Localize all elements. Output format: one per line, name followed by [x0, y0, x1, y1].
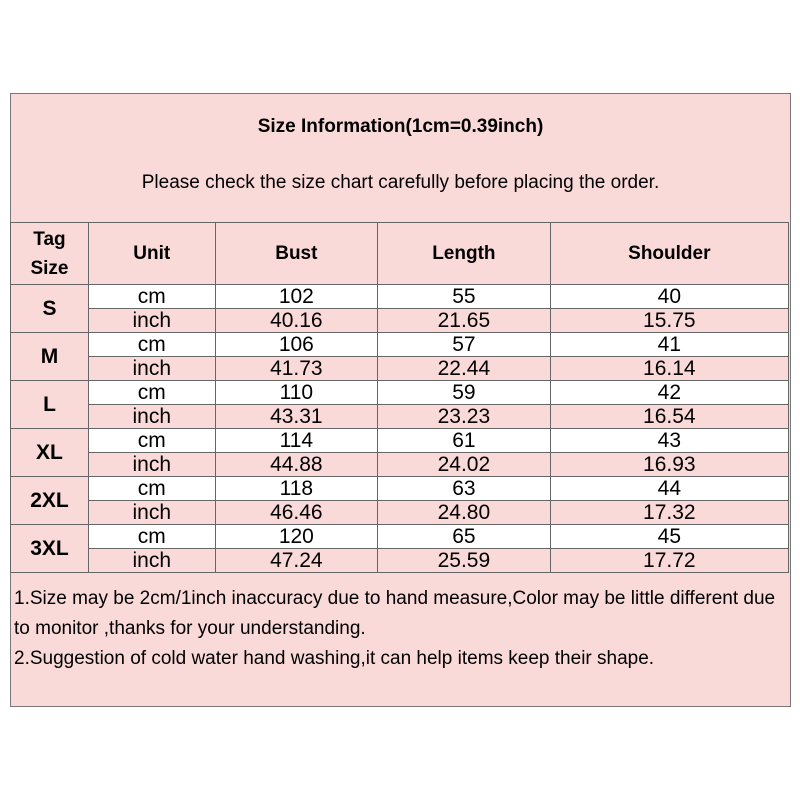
- cell: 114: [214, 428, 379, 453]
- tag-size: XL: [10, 428, 89, 477]
- attention-text: Attention:: [15, 568, 95, 577]
- cell: 61: [377, 428, 551, 453]
- notes: 1.Size may be 2cm/1inch inaccuracy due t…: [14, 584, 788, 674]
- data-row: inch 40.16 21.65 15.75: [11, 308, 790, 333]
- cell: 22.44: [377, 356, 551, 381]
- data-row: inch 41.73 22.44 16.14: [11, 356, 790, 381]
- cell: 63: [377, 476, 551, 501]
- title: Size Information(1cm=0.39inch): [257, 116, 544, 137]
- cell: 106: [214, 332, 379, 357]
- column-header: Length: [377, 222, 551, 285]
- cell: 16.54: [549, 404, 790, 429]
- header-row: Tag Size Unit Bust Length Shoulder: [10, 222, 790, 285]
- cell: 59: [377, 380, 551, 405]
- data-row: inch 44.88 24.02 16.93: [11, 452, 790, 477]
- cell: 15.75: [549, 308, 790, 333]
- cell: 46.46: [214, 500, 379, 525]
- cell: 57: [377, 332, 551, 357]
- cell: 17.32: [549, 500, 790, 525]
- cell: 40.16: [214, 308, 379, 333]
- unit: cm: [87, 284, 216, 309]
- tag-size: S: [10, 284, 89, 333]
- tag-size: 2XL: [10, 476, 89, 525]
- column-header: Tag Size: [10, 222, 89, 285]
- cell: 42: [549, 380, 790, 405]
- unit: cm: [87, 332, 216, 357]
- data-row: 2XL cm 118 63 44: [10, 476, 790, 525]
- data-row: inch 47.24 25.59 17.72: [11, 548, 790, 573]
- cell: 16.14: [549, 356, 790, 381]
- data-row: inch 46.46 24.80 17.32: [11, 500, 790, 525]
- unit: inch: [87, 308, 216, 333]
- note: 2.Suggestion of cold water hand washing,…: [14, 648, 655, 669]
- cell: 43: [549, 428, 790, 453]
- cell: 17.72: [549, 548, 790, 573]
- tag-size: M: [10, 332, 89, 381]
- cell: 41: [549, 332, 790, 357]
- cell: 25.59: [377, 548, 551, 573]
- unit: inch: [87, 404, 216, 429]
- data-row: 3XL cm 120 65 45: [10, 524, 790, 573]
- note: 1.Size may be 2cm/1inch inaccuracy due t…: [14, 588, 776, 639]
- cell: 45: [549, 524, 790, 549]
- unit: inch: [87, 500, 216, 525]
- cell: 23.23: [377, 404, 551, 429]
- cell: 47.24: [214, 548, 379, 573]
- unit: cm: [87, 524, 216, 549]
- cell: 40: [549, 284, 790, 309]
- tag-size: L: [10, 380, 89, 429]
- cell: 41.73: [214, 356, 379, 381]
- attention-heading: Attention:: [15, 568, 95, 578]
- unit: inch: [87, 452, 216, 477]
- cell: 21.65: [377, 308, 551, 333]
- column-header: Unit: [87, 222, 216, 285]
- cell: 120: [214, 524, 379, 549]
- cell: 44.88: [214, 452, 379, 477]
- column-header: Bust: [214, 222, 379, 285]
- cell: 43.31: [214, 404, 379, 429]
- tag-size: 3XL: [10, 524, 89, 573]
- data-row: inch 43.31 23.23 16.54: [11, 404, 790, 429]
- cell: 24.80: [377, 500, 551, 525]
- cell: 16.93: [549, 452, 790, 477]
- data-row: XL cm 114 61 43: [10, 428, 790, 477]
- column-header: Shoulder: [549, 222, 790, 285]
- cell: 44: [549, 476, 790, 501]
- cell: 65: [377, 524, 551, 549]
- unit: cm: [87, 380, 216, 405]
- unit: cm: [87, 476, 216, 501]
- cell: 118: [214, 476, 379, 501]
- cell: 55: [377, 284, 551, 309]
- cell: 102: [214, 284, 379, 309]
- cell: 110: [214, 380, 379, 405]
- subtitle: Please check the size chart carefully be…: [141, 172, 660, 193]
- size-chart: Size Information(1cm=0.39inch) Please ch…: [10, 93, 791, 707]
- unit: inch: [87, 356, 216, 381]
- unit: cm: [87, 428, 216, 453]
- unit: inch: [87, 548, 216, 573]
- cell: 24.02: [377, 452, 551, 477]
